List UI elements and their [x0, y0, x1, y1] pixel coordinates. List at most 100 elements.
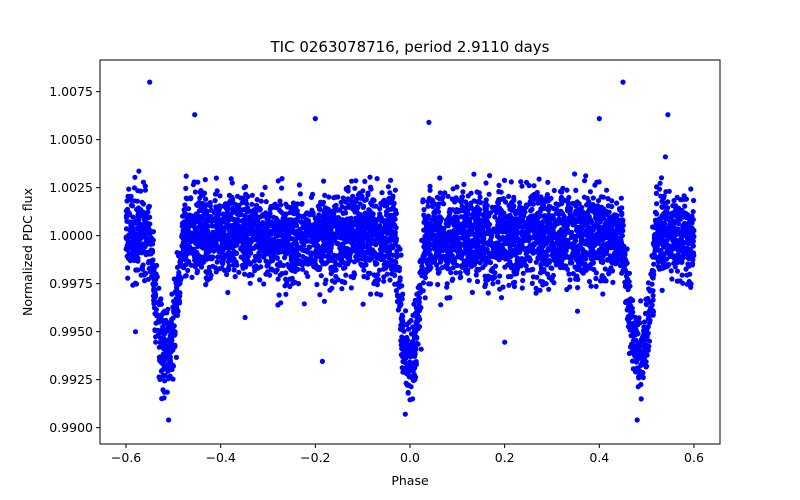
data-point: [416, 301, 422, 307]
data-point: [294, 201, 301, 207]
data-point: [142, 187, 148, 193]
data-point: [373, 261, 379, 267]
data-point: [338, 199, 344, 205]
data-point: [538, 206, 544, 212]
data-point: [329, 285, 335, 291]
data-point: [373, 241, 379, 247]
data-point: [273, 269, 279, 275]
data-point: [684, 272, 690, 278]
data-point: [561, 251, 567, 257]
data-point: [606, 270, 612, 276]
data-point: [603, 211, 609, 217]
data-point: [473, 272, 479, 278]
data-point: [671, 198, 677, 204]
data-point: [455, 239, 461, 245]
data-point: [538, 213, 545, 219]
data-point: [332, 279, 338, 285]
data-point: [315, 217, 321, 223]
data-point: [531, 183, 537, 189]
data-point: [538, 266, 545, 272]
data-point: [454, 262, 460, 269]
data-point: [544, 192, 551, 198]
data-point: [625, 283, 631, 289]
data-point: [151, 301, 157, 307]
data-point: [343, 272, 349, 278]
data-point: [605, 196, 611, 202]
data-point: [392, 272, 398, 278]
data-point: [257, 214, 263, 220]
data-point: [202, 205, 208, 211]
data-point: [321, 298, 327, 304]
data-point: [418, 346, 424, 352]
data-point: [358, 238, 364, 244]
data-point: [284, 242, 290, 248]
data-point: [567, 218, 573, 224]
data-point: [316, 212, 322, 218]
data-point: [347, 204, 353, 210]
data-point: [199, 190, 205, 196]
data-point: [475, 215, 481, 221]
data-point: [317, 292, 323, 298]
data-point: [477, 194, 483, 200]
data-point: [605, 231, 611, 237]
data-point: [243, 198, 249, 204]
data-point: [626, 297, 633, 303]
data-point: [176, 269, 182, 276]
data-point: [387, 277, 393, 283]
data-point: [231, 209, 237, 215]
data-point: [690, 257, 696, 263]
data-point: [638, 348, 645, 354]
data-point: [219, 236, 225, 242]
data-point: [646, 338, 653, 344]
data-point: [660, 251, 667, 257]
data-point: [182, 202, 188, 208]
data-point: [131, 257, 137, 263]
data-point: [387, 190, 393, 196]
data-point: [194, 240, 200, 246]
data-point: [277, 202, 284, 208]
data-point: [338, 256, 345, 262]
data-point: [340, 195, 346, 201]
data-point: [128, 252, 135, 258]
data-point: [624, 276, 631, 282]
data-point: [354, 209, 360, 215]
data-point: [485, 290, 491, 296]
data-point: [487, 231, 493, 237]
data-point: [598, 230, 604, 236]
data-point: [133, 267, 139, 273]
data-point: [677, 216, 684, 222]
data-point: [688, 186, 694, 192]
data-point: [304, 210, 310, 216]
data-point: [150, 281, 156, 287]
data-point: [610, 279, 616, 285]
data-point: [437, 257, 443, 263]
data-point: [567, 277, 573, 283]
data-point: [381, 278, 387, 284]
data-point: [327, 211, 334, 218]
data-point: [544, 253, 550, 259]
data-point: [517, 200, 523, 206]
data-point: [619, 226, 625, 232]
data-point: [450, 259, 456, 266]
data-point: [572, 171, 578, 177]
data-point: [238, 195, 244, 201]
data-point: [558, 196, 564, 202]
data-point: [487, 252, 493, 258]
data-point: [231, 216, 237, 223]
data-point: [390, 218, 396, 224]
data-point: [444, 284, 450, 290]
data-point: [433, 216, 439, 222]
data-point: [124, 243, 130, 249]
data-point: [599, 214, 605, 220]
data-point: [311, 224, 317, 230]
data-point: [543, 227, 549, 233]
data-point: [483, 180, 489, 186]
data-point: [506, 249, 512, 255]
data-point: [193, 235, 199, 241]
data-point: [182, 256, 188, 262]
data-point: [526, 227, 532, 234]
data-point: [140, 213, 146, 219]
data-point: [450, 220, 456, 226]
data-point: [279, 238, 285, 244]
